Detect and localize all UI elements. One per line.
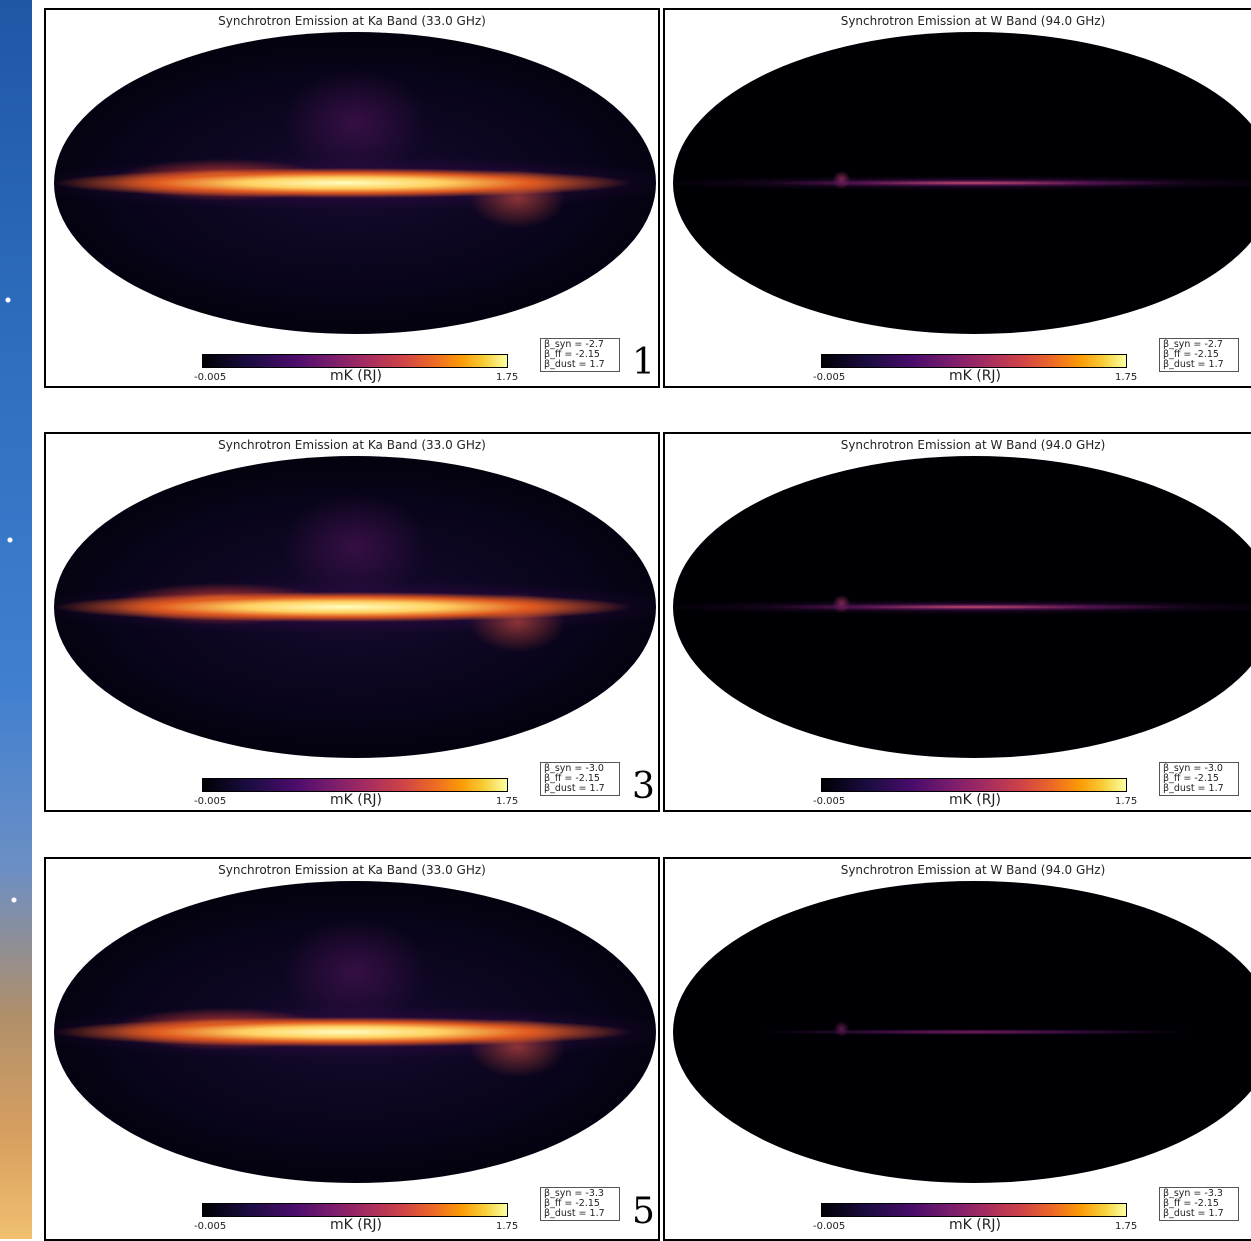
colorbar-unit: mK (RJ) xyxy=(329,368,383,384)
legend-dust: β_dust = 1.7 xyxy=(544,359,605,370)
sky-map-w xyxy=(673,456,1251,758)
colorbar-unit: mK (RJ) xyxy=(948,368,1002,384)
sky-map-ka xyxy=(54,32,656,334)
legend-syn: β_syn = -2.7 xyxy=(544,339,604,350)
panel-w-band-1: Synchrotron Emission at W Band (94.0 GHz… xyxy=(663,8,1251,388)
panel-title: Synchrotron Emission at Ka Band (33.0 GH… xyxy=(218,438,486,452)
legend-syn: β_syn = -3.0 xyxy=(1163,763,1223,774)
colorbar-min: -0.005 xyxy=(194,1221,227,1232)
colorbar-min: -0.005 xyxy=(194,796,227,807)
legend-ff: β_ff = -2.15 xyxy=(544,349,600,360)
legend-dust: β_dust = 1.7 xyxy=(1163,783,1224,794)
panel-number: 1 xyxy=(632,342,655,383)
colorbar-unit: mK (RJ) xyxy=(329,1217,383,1233)
colorbar-min: -0.005 xyxy=(813,796,846,807)
legend-syn: β_syn = -3.3 xyxy=(544,1188,604,1199)
sky-map-ka xyxy=(54,456,656,758)
panel-number: 3 xyxy=(632,766,655,807)
panel-ka-band-5: Synchrotron Emission at Ka Band (33.0 GH… xyxy=(44,857,660,1241)
sky-map-ka xyxy=(54,881,656,1183)
legend-ff: β_ff = -2.15 xyxy=(1163,1198,1219,1209)
panel-title: Synchrotron Emission at W Band (94.0 GHz… xyxy=(840,863,1106,877)
colorbar-unit: mK (RJ) xyxy=(948,1217,1002,1233)
colorbar xyxy=(821,354,1127,368)
background-photo-strip xyxy=(0,0,32,1239)
parameter-legend: β_syn = -3.0 β_ff = -2.15 β_dust = 1.7 xyxy=(540,762,620,796)
parameter-legend: β_syn = -2.7 β_ff = -2.15 β_dust = 1.7 xyxy=(1159,338,1239,372)
panel-w-band-4: Synchrotron Emission at W Band (94.0 GHz… xyxy=(663,432,1251,812)
parameter-legend: β_syn = -3.3 β_ff = -2.15 β_dust = 1.7 xyxy=(540,1187,620,1221)
parameter-legend: β_syn = -3.3 β_ff = -2.15 β_dust = 1.7 xyxy=(1159,1187,1239,1221)
colorbar-max: 1.75 xyxy=(1115,1221,1138,1232)
colorbar-max: 1.75 xyxy=(496,372,519,383)
colorbar-max: 1.75 xyxy=(1115,372,1138,383)
panel-title: Synchrotron Emission at W Band (94.0 GHz… xyxy=(840,438,1106,452)
panel-title: Synchrotron Emission at Ka Band (33.0 GH… xyxy=(218,863,486,877)
colorbar-unit: mK (RJ) xyxy=(329,792,383,808)
colorbar xyxy=(202,778,508,792)
legend-syn: β_syn = -3.0 xyxy=(544,763,604,774)
panel-title: Synchrotron Emission at W Band (94.0 GHz… xyxy=(840,14,1106,28)
legend-dust: β_dust = 1.7 xyxy=(1163,359,1224,370)
legend-syn: β_syn = -2.7 xyxy=(1163,339,1223,350)
legend-dust: β_dust = 1.7 xyxy=(1163,1208,1224,1219)
legend-dust: β_dust = 1.7 xyxy=(544,783,605,794)
panel-w-band-6: Synchrotron Emission at W Band (94.0 GHz… xyxy=(663,857,1251,1241)
legend-ff: β_ff = -2.15 xyxy=(1163,349,1219,360)
colorbar xyxy=(202,354,508,368)
panel-ka-band-1: Synchrotron Emission at Ka Band (33.0 GH… xyxy=(44,8,660,388)
panel-title: Synchrotron Emission at Ka Band (33.0 GH… xyxy=(218,14,486,28)
colorbar-max: 1.75 xyxy=(1115,796,1138,807)
colorbar xyxy=(821,1203,1127,1217)
colorbar-max: 1.75 xyxy=(496,796,519,807)
colorbar-min: -0.005 xyxy=(813,372,846,383)
colorbar xyxy=(202,1203,508,1217)
colorbar-min: -0.005 xyxy=(194,372,227,383)
colorbar-unit: mK (RJ) xyxy=(948,792,1002,808)
panel-ka-band-3: Synchrotron Emission at Ka Band (33.0 GH… xyxy=(44,432,660,812)
legend-ff: β_ff = -2.15 xyxy=(544,1198,600,1209)
colorbar xyxy=(821,778,1127,792)
panel-number: 5 xyxy=(632,1191,655,1232)
parameter-legend: β_syn = -2.7 β_ff = -2.15 β_dust = 1.7 xyxy=(540,338,620,372)
sky-map-w xyxy=(673,32,1251,334)
sky-map-w xyxy=(673,881,1251,1183)
parameter-legend: β_syn = -3.0 β_ff = -2.15 β_dust = 1.7 xyxy=(1159,762,1239,796)
legend-ff: β_ff = -2.15 xyxy=(1163,773,1219,784)
colorbar-min: -0.005 xyxy=(813,1221,846,1232)
colorbar-max: 1.75 xyxy=(496,1221,519,1232)
legend-syn: β_syn = -3.3 xyxy=(1163,1188,1223,1199)
legend-ff: β_ff = -2.15 xyxy=(544,773,600,784)
legend-dust: β_dust = 1.7 xyxy=(544,1208,605,1219)
